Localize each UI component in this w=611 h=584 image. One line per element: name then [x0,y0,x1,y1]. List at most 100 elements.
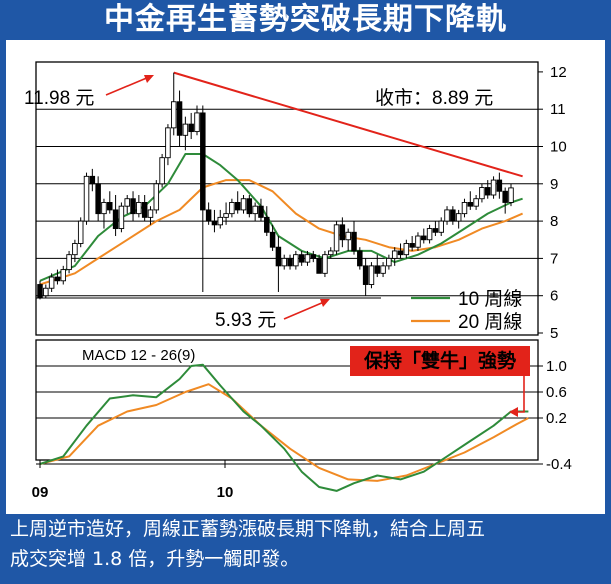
price-tick-label: 7 [550,250,558,267]
macd-tick-label: 1.0 [546,358,567,375]
macd-tick-label: 0.2 [546,410,567,427]
candle-body [54,276,61,282]
candle-body [496,179,503,192]
candle-body [345,231,351,241]
macd-tick-label: 0.6 [546,384,567,401]
candle-body [112,209,119,230]
macd-tick-label: -0.4 [546,456,572,473]
candle-body [48,276,55,289]
badge-text: 保持「雙牛」強勢 [363,349,516,372]
high-price-label: 11.98 元 [24,88,94,109]
candle-body [124,198,130,207]
price-tick-label: 11 [550,101,566,118]
candle-body [95,183,101,215]
candle-body [374,265,381,274]
candle-body [136,201,142,215]
price-tick-label: 12 [550,64,567,81]
price-tick-label: 5 [550,325,558,342]
candle-body [397,250,404,256]
high-arrow-line [105,76,150,96]
candle-body [432,228,439,233]
candle-body [217,216,224,226]
macd-line [39,363,529,492]
candle-body [83,175,90,222]
macd-title: MACD 12 - 26(9) [82,347,195,364]
candle-body [322,254,328,274]
caption-line-1: 上周逆市造好，周線正蓄勢漲破長期下降軌，結合上周五 [10,518,486,540]
candle-body [37,284,43,299]
candle-body [269,231,276,248]
candle-body [130,198,136,215]
candle-body [194,112,200,133]
candle-body [310,254,317,259]
candle-body [258,205,264,218]
candle-body [438,220,444,233]
candle-body [205,209,212,222]
candle-body [118,205,125,230]
legend-label: 10 周線 [458,288,522,310]
macd-signal-line [39,383,529,482]
chart-panel: 12 11 10 9 8 7 6 5 1.0 0.6 0.2 -0.4 09 10 11.98 元 收市：8… [6,40,605,514]
candle-body [176,101,183,136]
candle-body [467,201,474,207]
candle-body [60,269,67,282]
candle-body [426,228,433,241]
x-tick-label: 09 [32,484,49,501]
legend-label: 20 周線 [458,311,522,333]
candle-body [223,213,229,218]
candle-body [188,123,194,133]
caption: 上周逆市造好，周線正蓄勢漲破長期下降軌，結合上周五 成交突增 1.8 倍，升勢一… [10,514,605,574]
candle-body [264,216,270,233]
macd-panel-frame [35,339,539,461]
candle-body [170,101,177,129]
candle-body [240,198,247,211]
x-tick-label: 10 [217,484,234,501]
candle-body [339,224,346,241]
low-arrow-line [283,301,325,320]
candle-body [473,198,479,207]
candle-body [107,201,113,211]
candle-body [461,201,468,215]
candle-body [101,201,107,215]
downtrend-line [173,71,523,178]
low-price-label: 5.93 元 [215,310,276,331]
low-arrow-head [320,299,330,307]
candle-body [77,220,84,244]
candle-body [293,254,299,267]
candle-body [159,157,165,185]
candle-body [351,231,357,252]
candle-body [421,235,427,241]
candle-body [234,201,241,211]
candle-body [409,243,415,248]
candle-body [89,175,96,185]
candle-body [72,243,78,256]
candle-body [66,254,72,271]
candle-body [327,250,334,256]
chart-title: 中金再生蓄勢突破長期下降軌 [104,2,507,37]
candle-body [479,187,485,200]
candle-body [444,209,450,222]
candle-body [502,190,508,203]
badge-arrow-head [509,407,518,417]
candle-body [508,187,514,203]
candle-body [182,123,189,136]
price-tick-label: 6 [550,288,558,305]
candle-body [316,257,322,274]
candle-body [415,235,421,248]
candle-body [380,265,386,274]
candle-body [252,205,258,215]
price-tick-label: 8 [550,213,558,230]
ma20-line [39,179,523,286]
badge-arrow-line [516,376,525,413]
candle-body [211,220,218,226]
stock-chart: 12 11 10 9 8 7 6 5 1.0 0.6 0.2 -0.4 09 10 11.98 元 收市：8… [24,61,572,501]
candle-body [391,250,398,259]
candle-body [200,112,206,211]
candle-body [403,243,410,256]
candle-body [43,287,49,297]
candle-body [304,254,311,263]
candle-body [298,254,305,263]
high-arrow-head [144,75,154,83]
close-price-label: 收市：8.89 元 [375,87,493,109]
candle-body [368,265,375,285]
